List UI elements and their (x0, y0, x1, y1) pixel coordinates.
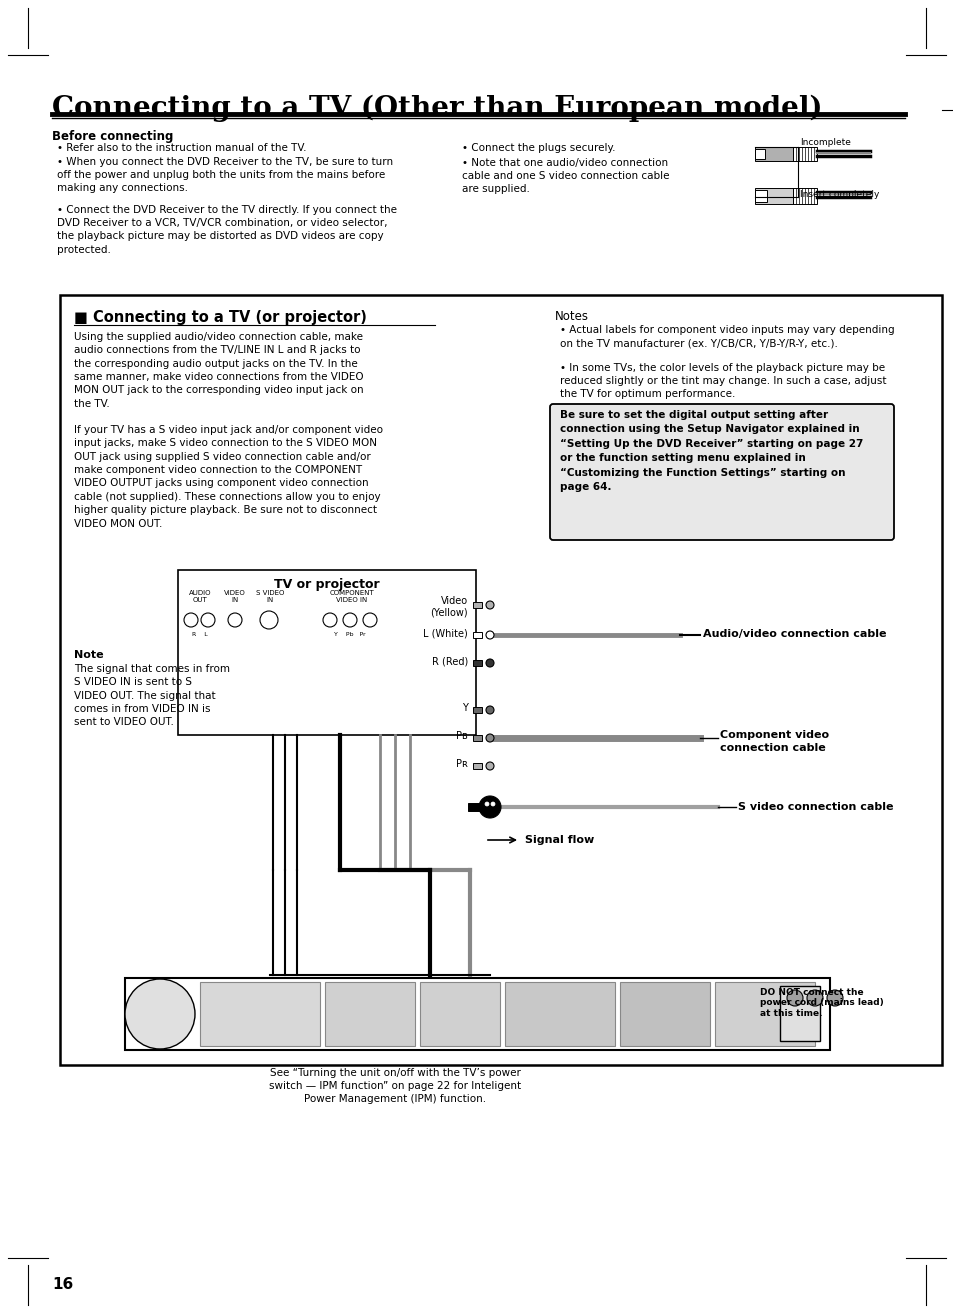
Bar (473, 632, 481, 638)
Text: Audio/video connection cable: Audio/video connection cable (702, 629, 885, 639)
Bar (468, 804, 479, 811)
Circle shape (485, 659, 494, 667)
Text: AUDIO
OUT: AUDIO OUT (189, 590, 211, 603)
Circle shape (323, 613, 336, 628)
Circle shape (806, 990, 822, 1006)
Bar (178, 570, 476, 735)
Bar (473, 763, 481, 769)
Bar (714, 982, 814, 1046)
Bar (419, 982, 499, 1046)
Text: S VIDEO
IN: S VIDEO IN (255, 590, 284, 603)
Circle shape (491, 802, 495, 806)
Circle shape (485, 706, 494, 714)
Text: Before connecting: Before connecting (52, 130, 173, 143)
Text: See “Turning the unit on/off with the TV’s power
switch — IPM function” on page : See “Turning the unit on/off with the TV… (269, 1067, 520, 1104)
Text: • Note that one audio/video connection
cable and one S video connection cable
ar: • Note that one audio/video connection c… (461, 158, 669, 194)
Text: Signal flow: Signal flow (524, 835, 594, 846)
Text: Pʙ: Pʙ (456, 731, 468, 741)
Text: Incomplete: Incomplete (800, 138, 850, 147)
Circle shape (484, 802, 489, 806)
Text: COMPONENT
VIDEO IN: COMPONENT VIDEO IN (330, 590, 374, 603)
Bar (754, 190, 766, 202)
Circle shape (786, 990, 802, 1006)
Text: • Connect the DVD Receiver to the TV directly. If you connect the
DVD Receiver t: • Connect the DVD Receiver to the TV dir… (57, 205, 396, 255)
Text: S video connection cable: S video connection cable (738, 802, 893, 811)
Bar (792, 147, 816, 161)
Bar (200, 982, 319, 1046)
Bar (504, 982, 615, 1046)
Bar (754, 188, 792, 204)
Text: Component video
connection cable: Component video connection cable (720, 730, 828, 754)
Text: Y: Y (461, 702, 468, 713)
Text: DO NOT connect the
power cord (mains lead)
at this time.: DO NOT connect the power cord (mains lea… (760, 987, 882, 1018)
Circle shape (125, 979, 194, 1049)
Text: • When you connect the DVD Receiver to the TV, be sure to turn
off the power and: • When you connect the DVD Receiver to t… (57, 158, 393, 193)
Circle shape (343, 613, 356, 628)
Circle shape (485, 734, 494, 742)
Text: Note: Note (74, 650, 104, 660)
Bar (792, 188, 816, 204)
Text: The signal that comes in from
S VIDEO IN is sent to S
VIDEO OUT. The signal that: The signal that comes in from S VIDEO IN… (74, 664, 230, 727)
Text: R (Red): R (Red) (432, 656, 468, 666)
Circle shape (485, 632, 494, 639)
Circle shape (478, 796, 500, 818)
Bar (780, 986, 820, 1041)
Circle shape (228, 613, 242, 628)
Text: 16: 16 (52, 1278, 73, 1292)
Text: Using the supplied audio/video connection cable, make
audio connections from the: Using the supplied audio/video connectio… (74, 332, 363, 408)
Text: VIDEO
IN: VIDEO IN (224, 590, 246, 603)
Circle shape (201, 613, 214, 628)
Bar (325, 982, 415, 1046)
Bar (473, 706, 481, 713)
Text: • Actual labels for component video inputs may vary depending
on the TV manufact: • Actual labels for component video inpu… (559, 326, 894, 348)
Text: Video
(Yellow): Video (Yellow) (430, 596, 468, 617)
Text: R    L: R L (192, 632, 208, 637)
Text: Connecting to a TV (Other than European model): Connecting to a TV (Other than European … (52, 95, 821, 122)
Text: • Refer also to the instruction manual of the TV.: • Refer also to the instruction manual o… (57, 143, 306, 154)
Bar (125, 978, 829, 1050)
Bar (754, 147, 792, 161)
Text: Pʀ: Pʀ (456, 759, 468, 769)
Bar (60, 295, 941, 1065)
Text: TV or projector: TV or projector (274, 578, 379, 591)
Bar (473, 735, 481, 741)
Circle shape (363, 613, 376, 628)
Text: If your TV has a S video input jack and/or component video
input jacks, make S v: If your TV has a S video input jack and/… (74, 425, 382, 529)
Bar (473, 660, 481, 666)
Text: Insert completely: Insert completely (800, 190, 879, 200)
Text: • In some TVs, the color levels of the playback picture may be
reduced slightly : • In some TVs, the color levels of the p… (559, 362, 885, 399)
Bar (473, 601, 481, 608)
Circle shape (260, 611, 277, 629)
FancyBboxPatch shape (550, 404, 893, 540)
Text: Notes: Notes (555, 310, 588, 323)
Bar (619, 982, 709, 1046)
Text: Be sure to set the digital output setting after
connection using the Setup Navig: Be sure to set the digital output settin… (559, 410, 862, 492)
Circle shape (485, 762, 494, 769)
Text: Y    Pb   Pr: Y Pb Pr (334, 632, 365, 637)
Circle shape (826, 990, 842, 1006)
Bar (754, 148, 764, 159)
Circle shape (184, 613, 198, 628)
Text: ■ Connecting to a TV (or projector): ■ Connecting to a TV (or projector) (74, 310, 367, 326)
Circle shape (485, 601, 494, 609)
Text: L (White): L (White) (423, 628, 468, 638)
Text: • Connect the plugs securely.: • Connect the plugs securely. (461, 143, 615, 154)
